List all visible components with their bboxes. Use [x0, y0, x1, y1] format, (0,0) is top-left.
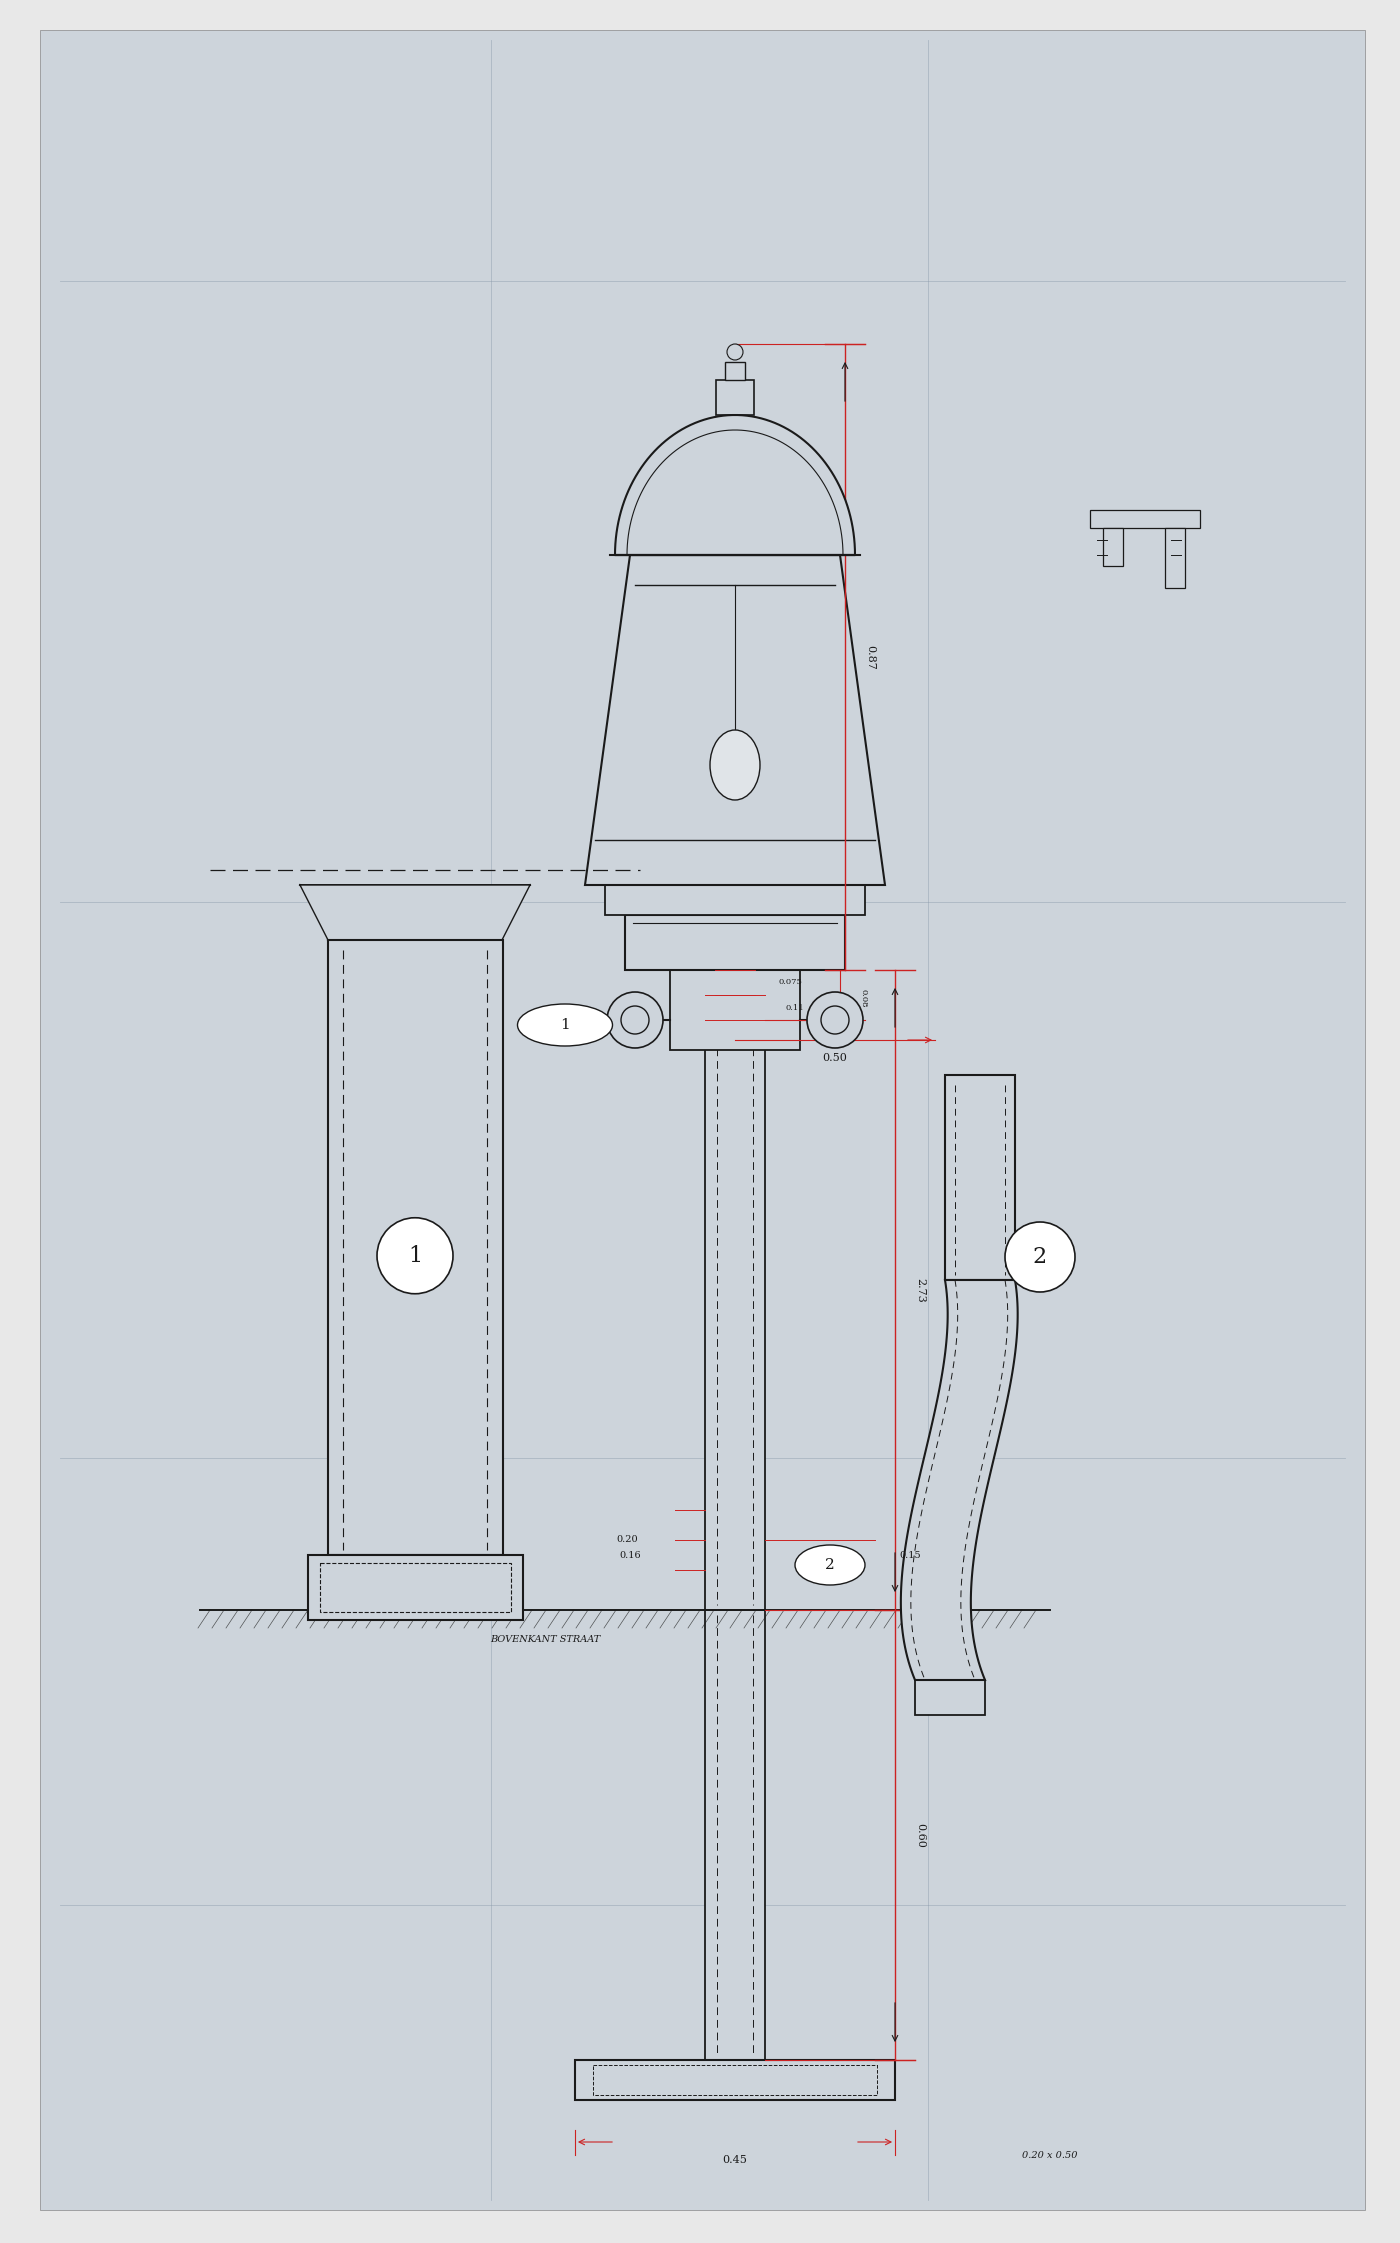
Bar [575, 2059, 895, 2099]
Bar [1091, 509, 1200, 527]
Text: 0.20: 0.20 [616, 1536, 638, 1545]
Bar [624, 915, 846, 969]
Text: 0.11: 0.11 [785, 1005, 805, 1012]
Circle shape [1005, 1222, 1075, 1292]
Polygon shape [585, 554, 885, 886]
Text: 0.16: 0.16 [619, 1550, 641, 1559]
Bar [706, 989, 764, 1610]
Text: 2.73: 2.73 [916, 1279, 925, 1303]
Bar [328, 940, 503, 1554]
Bar [308, 1554, 524, 1619]
Bar [1165, 527, 1184, 588]
Text: 0.075: 0.075 [778, 978, 802, 987]
Text: 0.45: 0.45 [722, 2156, 748, 2164]
Bar [725, 361, 745, 379]
Circle shape [377, 1218, 454, 1294]
Ellipse shape [795, 1545, 865, 1586]
Bar [321, 1563, 511, 1613]
Bar [1103, 527, 1123, 565]
Text: 2: 2 [1033, 1247, 1047, 1267]
Bar [715, 379, 755, 415]
Bar [605, 886, 865, 915]
Polygon shape [900, 1281, 1018, 1680]
Circle shape [727, 343, 743, 359]
Circle shape [608, 991, 664, 1047]
Circle shape [622, 1007, 650, 1034]
Ellipse shape [518, 1005, 613, 1045]
Bar [706, 1610, 764, 2059]
Text: 2: 2 [825, 1559, 834, 1572]
Text: 1: 1 [560, 1018, 570, 1032]
Bar [671, 969, 799, 1050]
Text: BOVENKANT STRAAT: BOVENKANT STRAAT [490, 1635, 601, 1644]
Bar [594, 2066, 876, 2095]
Polygon shape [615, 415, 855, 554]
Polygon shape [300, 886, 531, 940]
Text: 0.15: 0.15 [899, 1550, 921, 1559]
Text: 0.87: 0.87 [865, 644, 875, 668]
Text: 0.60: 0.60 [916, 1824, 925, 1848]
Text: 1: 1 [407, 1245, 421, 1267]
Bar [916, 1680, 986, 1716]
Circle shape [820, 1007, 848, 1034]
Text: 0.20 x 0.50: 0.20 x 0.50 [1022, 2151, 1078, 2160]
Bar [945, 1074, 1015, 1281]
Text: 0.08: 0.08 [860, 989, 867, 1007]
Text: 0.50: 0.50 [823, 1052, 847, 1063]
Ellipse shape [710, 729, 760, 801]
Circle shape [806, 991, 862, 1047]
